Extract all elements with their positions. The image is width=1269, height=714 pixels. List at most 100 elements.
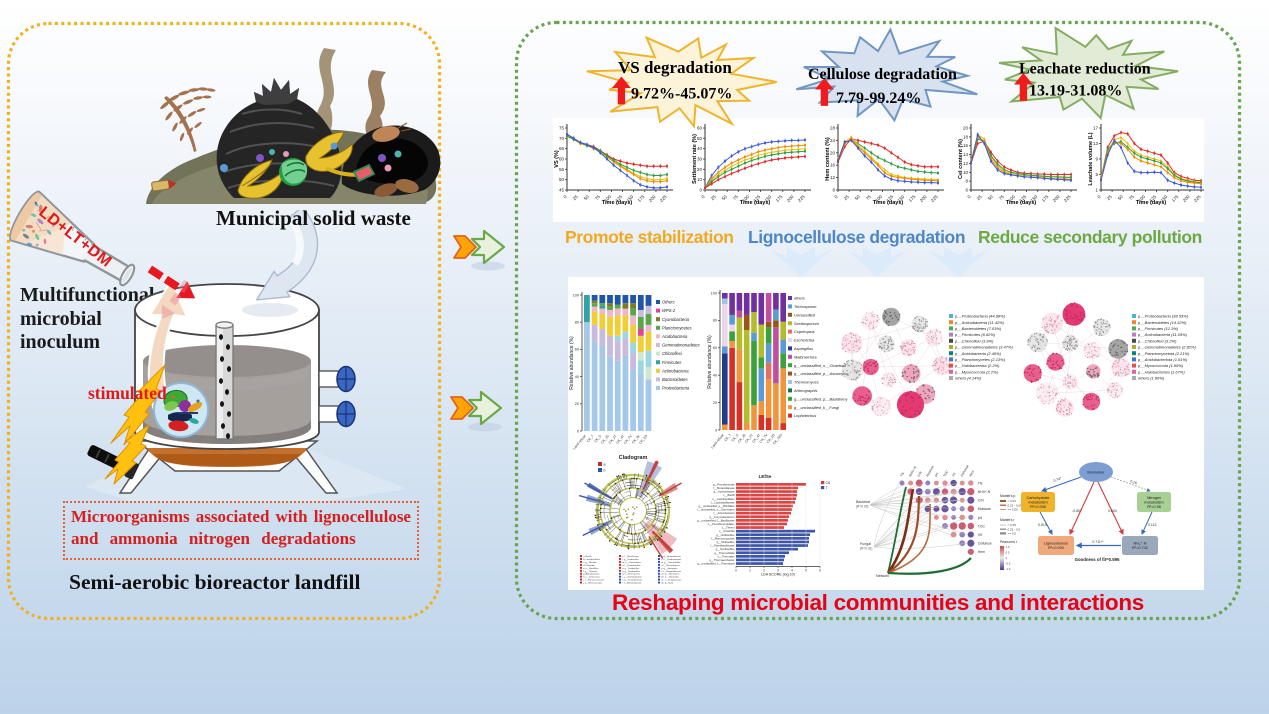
svg-text:225: 225 bbox=[797, 194, 806, 203]
svg-text:CK_2T: CK_2T bbox=[744, 433, 754, 444]
svg-text:75: 75 bbox=[998, 194, 1005, 201]
svg-text:80: 80 bbox=[713, 319, 717, 323]
svg-text:0.5: 0.5 bbox=[1006, 551, 1010, 555]
svg-text:75: 75 bbox=[1128, 194, 1135, 201]
svg-text:200: 200 bbox=[1052, 194, 1061, 203]
svg-text:CK_9v: CK_9v bbox=[631, 434, 641, 445]
svg-text:175: 175 bbox=[637, 194, 646, 203]
svg-text:d: Clostridia: d: Clostridia bbox=[583, 564, 595, 567]
svg-text:20: 20 bbox=[713, 401, 717, 405]
svg-text:Scedosporium: Scedosporium bbox=[794, 321, 820, 326]
svg-text:Hem: Hem bbox=[968, 469, 975, 477]
svg-text:8: 8 bbox=[832, 188, 835, 193]
svg-text:C/N: C/N bbox=[978, 499, 984, 503]
svg-text:f: g__Thermus: f: g__Thermus bbox=[583, 570, 598, 573]
svg-text:0: 0 bbox=[562, 194, 568, 200]
svg-text:20: 20 bbox=[830, 150, 836, 155]
svg-text:p__Myxococcota (2.2%): p__Myxococcota (2.2%) bbox=[954, 369, 999, 374]
svg-text:b1: o__Thermales: b1: o__Thermales bbox=[661, 576, 680, 579]
svg-text:65: 65 bbox=[559, 146, 565, 151]
svg-text:NH4+-N: NH4+-N bbox=[908, 465, 918, 478]
svg-text:20: 20 bbox=[963, 126, 969, 131]
svg-text:10: 10 bbox=[697, 177, 703, 182]
svg-text:60: 60 bbox=[559, 157, 565, 162]
svg-text:NH₄⁺-N: NH₄⁺-N bbox=[1133, 542, 1146, 546]
svg-text:50: 50 bbox=[721, 194, 728, 201]
svg-text:75: 75 bbox=[865, 194, 872, 201]
svg-text:others: others bbox=[794, 296, 805, 301]
svg-text:g__unclassified_f__Thermacea: g__unclassified_f__Thermacea bbox=[697, 562, 735, 566]
svg-text:Bacteroidetes: Bacteroidetes bbox=[662, 377, 689, 382]
svg-text:Cellulose: Cellulose bbox=[960, 464, 970, 478]
svg-text:Firmicutes: Firmicutes bbox=[662, 360, 682, 365]
svg-text:6: 6 bbox=[819, 568, 821, 572]
svg-text:Acidobacteria: Acidobacteria bbox=[661, 334, 688, 339]
svg-text:100: 100 bbox=[603, 194, 612, 203]
svg-text:225: 225 bbox=[659, 194, 668, 203]
svg-text:175: 175 bbox=[775, 194, 784, 203]
svg-text:Network: Network bbox=[876, 574, 889, 578]
svg-text:Aspergillus: Aspergillus bbox=[793, 346, 813, 351]
svg-text:CK_2T: CK_2T bbox=[608, 434, 618, 445]
svg-text:Pearson's r: Pearson's r bbox=[1000, 540, 1018, 544]
svg-text:-1.0: -1.0 bbox=[1006, 567, 1011, 571]
svg-text:Relative abundance (%): Relative abundance (%) bbox=[569, 336, 575, 390]
svg-text:f__Moraxellaceae: f__Moraxellaceae bbox=[713, 486, 735, 490]
svg-text:2: 2 bbox=[763, 568, 765, 572]
svg-text:12: 12 bbox=[830, 175, 836, 180]
svg-text:25: 25 bbox=[710, 194, 717, 201]
svg-text:17: 17 bbox=[1093, 126, 1099, 131]
svg-text:6: 6 bbox=[965, 188, 968, 193]
svg-text:>= 0.5: >= 0.5 bbox=[1008, 532, 1017, 536]
svg-text:Cellulose degradation: Cellulose degradation bbox=[808, 66, 957, 83]
svg-text:NH4+-N: NH4+-N bbox=[978, 490, 991, 494]
svg-text:0: 0 bbox=[1006, 556, 1008, 560]
svg-text:200: 200 bbox=[1182, 194, 1191, 203]
svg-text:0.16: 0.16 bbox=[1130, 479, 1138, 485]
svg-text:60: 60 bbox=[713, 346, 717, 350]
svg-text:0.604: 0.604 bbox=[1108, 509, 1117, 513]
svg-text:Chloroflexi: Chloroflexi bbox=[662, 351, 683, 356]
svg-text:p__Chloroflexi (3.2%): p__Chloroflexi (3.2%) bbox=[1137, 338, 1177, 343]
svg-text:0: 0 bbox=[700, 194, 706, 200]
svg-text:c: g__Bacillus: c: g__Bacillus bbox=[583, 562, 597, 564]
svg-text:0.113: 0.113 bbox=[1148, 523, 1157, 527]
svg-text:0.513: 0.513 bbox=[1038, 523, 1047, 527]
svg-text:200: 200 bbox=[786, 194, 795, 203]
svg-text:CK_7V: CK_7V bbox=[623, 434, 633, 445]
svg-text:x: f__Nocardiopsac: x: f__Nocardiopsac bbox=[661, 564, 681, 567]
svg-text:100: 100 bbox=[711, 291, 717, 295]
svg-text:TN: TN bbox=[978, 481, 983, 485]
svg-text:TOC: TOC bbox=[942, 469, 949, 477]
svg-text:28: 28 bbox=[830, 126, 836, 131]
svg-text:40: 40 bbox=[697, 146, 703, 151]
svg-text:< 0.01: < 0.01 bbox=[1008, 499, 1017, 503]
svg-text:j: o__Micrococcales: j: o__Micrococcales bbox=[582, 582, 603, 585]
svg-text:g__unclassified_k__Fungi: g__unclassified_k__Fungi bbox=[794, 405, 839, 410]
svg-text:Arthrographis: Arthrographis bbox=[793, 388, 817, 393]
svg-text:VS: VS bbox=[951, 472, 957, 478]
svg-text:others (4.14%): others (4.14%) bbox=[955, 376, 982, 381]
svg-text:Malbranchea: Malbranchea bbox=[794, 354, 817, 359]
svg-text:p__Gemmatimonadetes (3.47%): p__Gemmatimonadetes (3.47%) bbox=[954, 345, 1013, 350]
svg-text:p__Firmicutes (6.92%): p__Firmicutes (6.92%) bbox=[954, 332, 996, 337]
svg-text:p__Proteobacteria (38.53%): p__Proteobacteria (38.53%) bbox=[1137, 314, 1189, 319]
svg-text:g__Thermobifida: g__Thermobifida bbox=[714, 551, 735, 555]
svg-text:16: 16 bbox=[963, 143, 969, 148]
svg-text:Cellulose: Cellulose bbox=[978, 542, 992, 546]
svg-text:75: 75 bbox=[559, 126, 565, 131]
svg-text:g__Thermaerobacter: g__Thermaerobacter bbox=[709, 558, 734, 562]
svg-text:a1: g__Thermaero: a1: g__Thermaero bbox=[661, 573, 680, 576]
svg-text:125: 125 bbox=[885, 194, 894, 203]
svg-text:TOC: TOC bbox=[978, 524, 986, 528]
svg-text:4: 4 bbox=[791, 568, 793, 572]
svg-text:p__Gemmatimonadetes (2.82%): p__Gemmatimonadetes (2.82%) bbox=[1137, 345, 1196, 350]
svg-text:Land refuse: Land refuse bbox=[572, 434, 587, 450]
svg-text:Hem content (%): Hem content (%) bbox=[825, 137, 831, 181]
svg-text:Time (days): Time (days) bbox=[1136, 200, 1167, 206]
svg-text:p__Chloroflexi (3.8%): p__Chloroflexi (3.8%) bbox=[954, 338, 994, 343]
svg-text:1: 1 bbox=[1095, 188, 1098, 193]
svg-text:0: 0 bbox=[715, 428, 717, 432]
svg-text:r: c__Gammaproteo: r: c__Gammaproteo bbox=[622, 576, 642, 579]
svg-text:others (1.86%): others (1.86%) bbox=[1138, 376, 1165, 381]
